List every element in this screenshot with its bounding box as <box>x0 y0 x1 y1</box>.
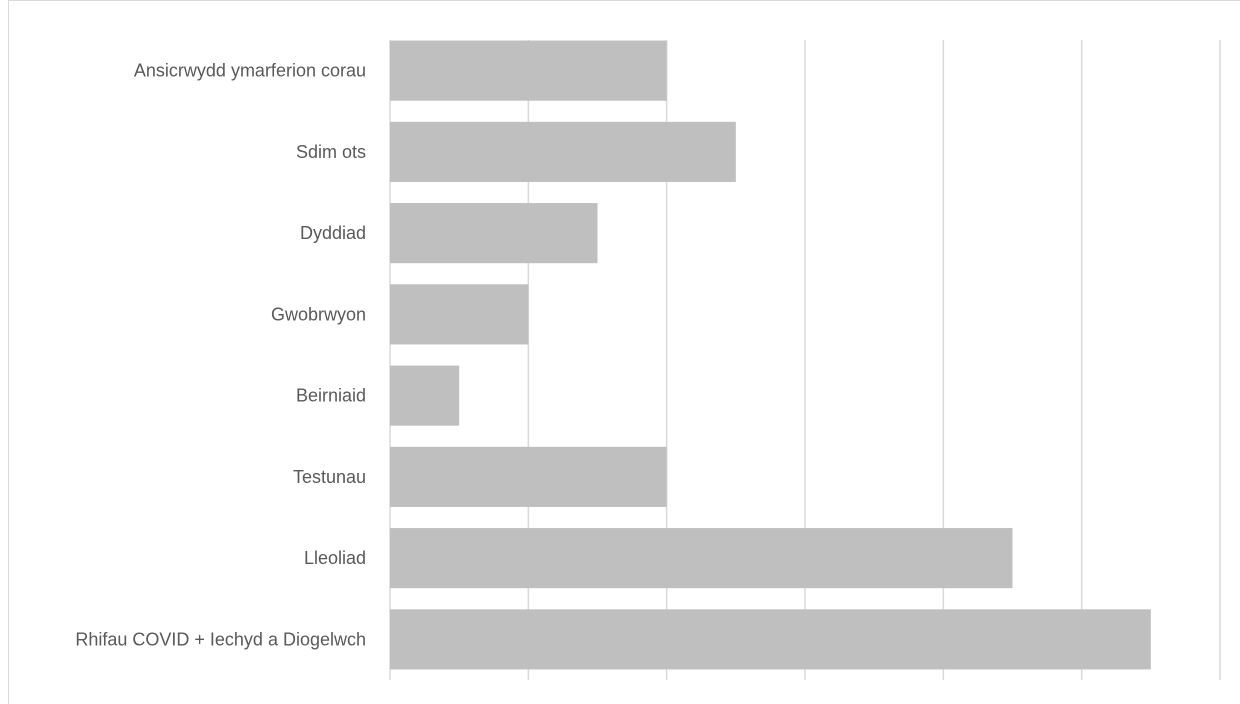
category-label: Beirniaid <box>296 386 366 406</box>
category-label: Dyddiad <box>300 223 366 243</box>
bar <box>390 609 1151 670</box>
category-label: Lleoliad <box>304 548 366 568</box>
bar <box>390 40 667 101</box>
category-label: Testunau <box>293 467 366 487</box>
category-label: Ansicrwydd ymarferion corau <box>134 61 366 81</box>
chart-frame <box>8 0 1240 704</box>
bar <box>390 528 1013 589</box>
category-labels: Ansicrwydd ymarferion corau Sdim ots Dyddi… <box>75 61 366 650</box>
bar <box>390 203 598 264</box>
bar <box>390 284 529 345</box>
bar <box>390 365 460 426</box>
bar <box>390 121 736 182</box>
bar <box>390 446 667 507</box>
category-label: Rhifau COVID + Iechyd a Diogelwch <box>75 629 366 649</box>
bars <box>390 40 1151 670</box>
category-label: Sdim ots <box>296 142 366 162</box>
category-label: Gwobrwyon <box>271 304 366 324</box>
